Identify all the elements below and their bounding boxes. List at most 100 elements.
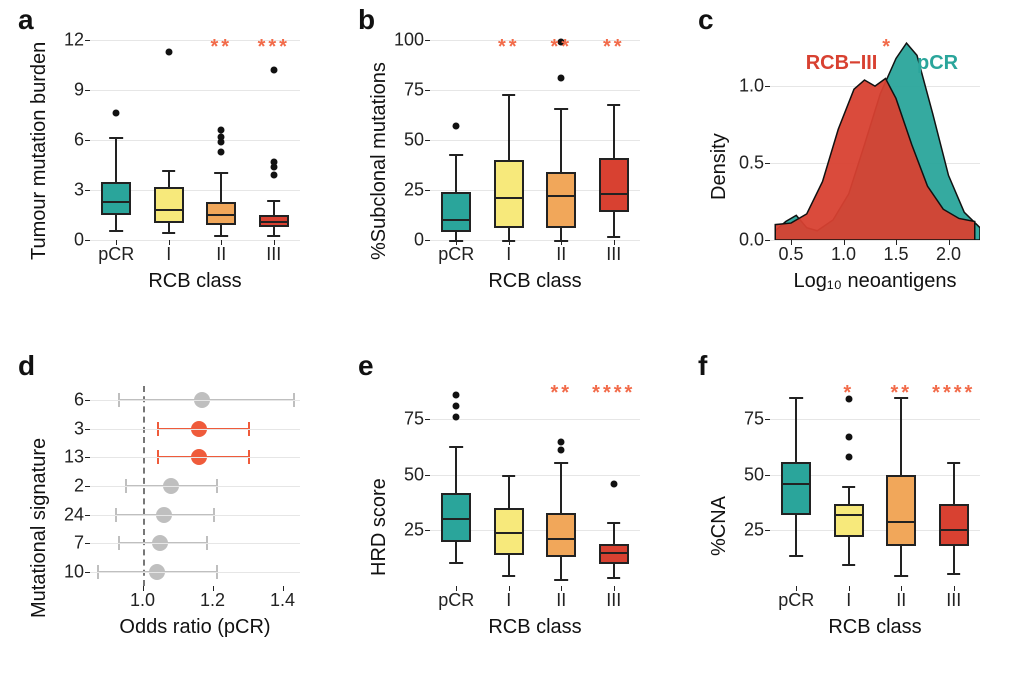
whisker — [455, 542, 457, 562]
gridline — [90, 515, 300, 516]
whisker-cap — [554, 579, 568, 581]
xtick-label: 1.4 — [270, 586, 295, 611]
outlier — [453, 391, 460, 398]
whisker-cap — [607, 236, 621, 238]
ytick-label: 0 — [369, 230, 430, 251]
whisker — [613, 104, 615, 158]
tick-mark — [116, 240, 117, 245]
median — [494, 197, 524, 199]
whisker-cap — [162, 170, 176, 172]
whisker — [795, 397, 797, 461]
whisker — [273, 227, 275, 235]
whisker-cap — [267, 235, 281, 237]
tick-mark — [456, 586, 457, 591]
whisker-cap — [947, 573, 961, 575]
outlier — [270, 172, 277, 179]
tick-mark — [614, 240, 615, 245]
tick-mark — [954, 586, 955, 591]
panel-e-xlabel: RCB class — [430, 616, 640, 639]
whisker — [115, 137, 117, 182]
ytick-label: 13 — [29, 447, 90, 468]
significance: ** — [603, 36, 625, 59]
whisker-cap — [502, 475, 516, 477]
whisker — [560, 557, 562, 579]
panel-b-plot: 0255075100pCRI**II**III** — [430, 40, 640, 240]
outlier — [558, 438, 565, 445]
whisker — [560, 108, 562, 172]
tick-mark — [85, 572, 90, 573]
whisker — [115, 215, 117, 230]
ytick-label: 75 — [709, 409, 770, 430]
median — [546, 538, 576, 540]
ytick-label: 3 — [29, 180, 90, 201]
tick-mark — [169, 240, 170, 245]
median — [101, 201, 131, 203]
gridline — [90, 400, 300, 401]
box — [939, 504, 969, 546]
whisker — [795, 515, 797, 555]
gridline — [430, 140, 640, 141]
tick-mark — [85, 543, 90, 544]
gridline — [770, 419, 980, 420]
whisker — [560, 462, 562, 513]
gridline — [90, 572, 300, 573]
outlier — [113, 110, 120, 117]
ytick-label: 25 — [369, 180, 430, 201]
tick-mark — [85, 486, 90, 487]
outlier — [453, 403, 460, 410]
panel-a-plot: 036912pCRIII**III*** — [90, 40, 300, 240]
box — [886, 475, 916, 546]
whisker-cap — [502, 94, 516, 96]
whisker — [455, 446, 457, 493]
xtick-label: 1.0 — [130, 586, 155, 611]
panel-a-xlabel: RCB class — [90, 270, 300, 293]
xtick-label: 1.0 — [831, 240, 856, 265]
ytick-label: 50 — [369, 464, 430, 485]
whisker-cap — [842, 564, 856, 566]
gridline — [90, 429, 300, 430]
ytick-label: 1.0 — [709, 76, 770, 97]
whisker — [508, 228, 510, 240]
significance: *** — [258, 36, 290, 59]
gridline — [90, 486, 300, 487]
outlier — [453, 123, 460, 130]
whisker-cap — [789, 397, 803, 399]
panel-d-plot: 1.01.21.46313224710 — [90, 386, 300, 586]
outlier — [558, 447, 565, 454]
significance: ** — [210, 36, 232, 59]
panel-f-xlabel: RCB class — [770, 616, 980, 639]
whisker — [848, 486, 850, 504]
ytick-label: 75 — [369, 409, 430, 430]
whisker-cap — [607, 104, 621, 106]
ytick-label: 6 — [29, 130, 90, 151]
whisker — [953, 462, 955, 504]
whisker-cap — [109, 230, 123, 232]
xtick-label: 1.5 — [883, 240, 908, 265]
density-label-pcr: pCR — [917, 52, 958, 75]
outlier — [165, 48, 172, 55]
box — [494, 160, 524, 228]
whisker-cap — [109, 137, 123, 139]
xtick-label: 2.0 — [936, 240, 961, 265]
ytick-label: 24 — [29, 504, 90, 525]
ytick-label: 25 — [709, 520, 770, 541]
ytick-label: 100 — [369, 30, 430, 51]
tick-mark — [85, 457, 90, 458]
whisker — [613, 212, 615, 236]
ytick-label: 50 — [709, 464, 770, 485]
whisker-cap — [502, 575, 516, 577]
tick-mark — [901, 586, 902, 591]
panel-c-xlabel: Log₁₀ neoantigens — [770, 270, 980, 293]
figure: a b c d e f Tumour mutation burden 03691… — [0, 0, 1030, 696]
whisker — [900, 397, 902, 475]
outlier — [270, 158, 277, 165]
ytick-label: 25 — [369, 520, 430, 541]
ytick-label: 3 — [29, 418, 90, 439]
box — [546, 172, 576, 228]
box — [441, 493, 471, 542]
significance: ** — [498, 36, 520, 59]
whisker-cap — [449, 154, 463, 156]
outlier — [558, 75, 565, 82]
ytick-label: 7 — [29, 533, 90, 554]
outlier — [218, 148, 225, 155]
